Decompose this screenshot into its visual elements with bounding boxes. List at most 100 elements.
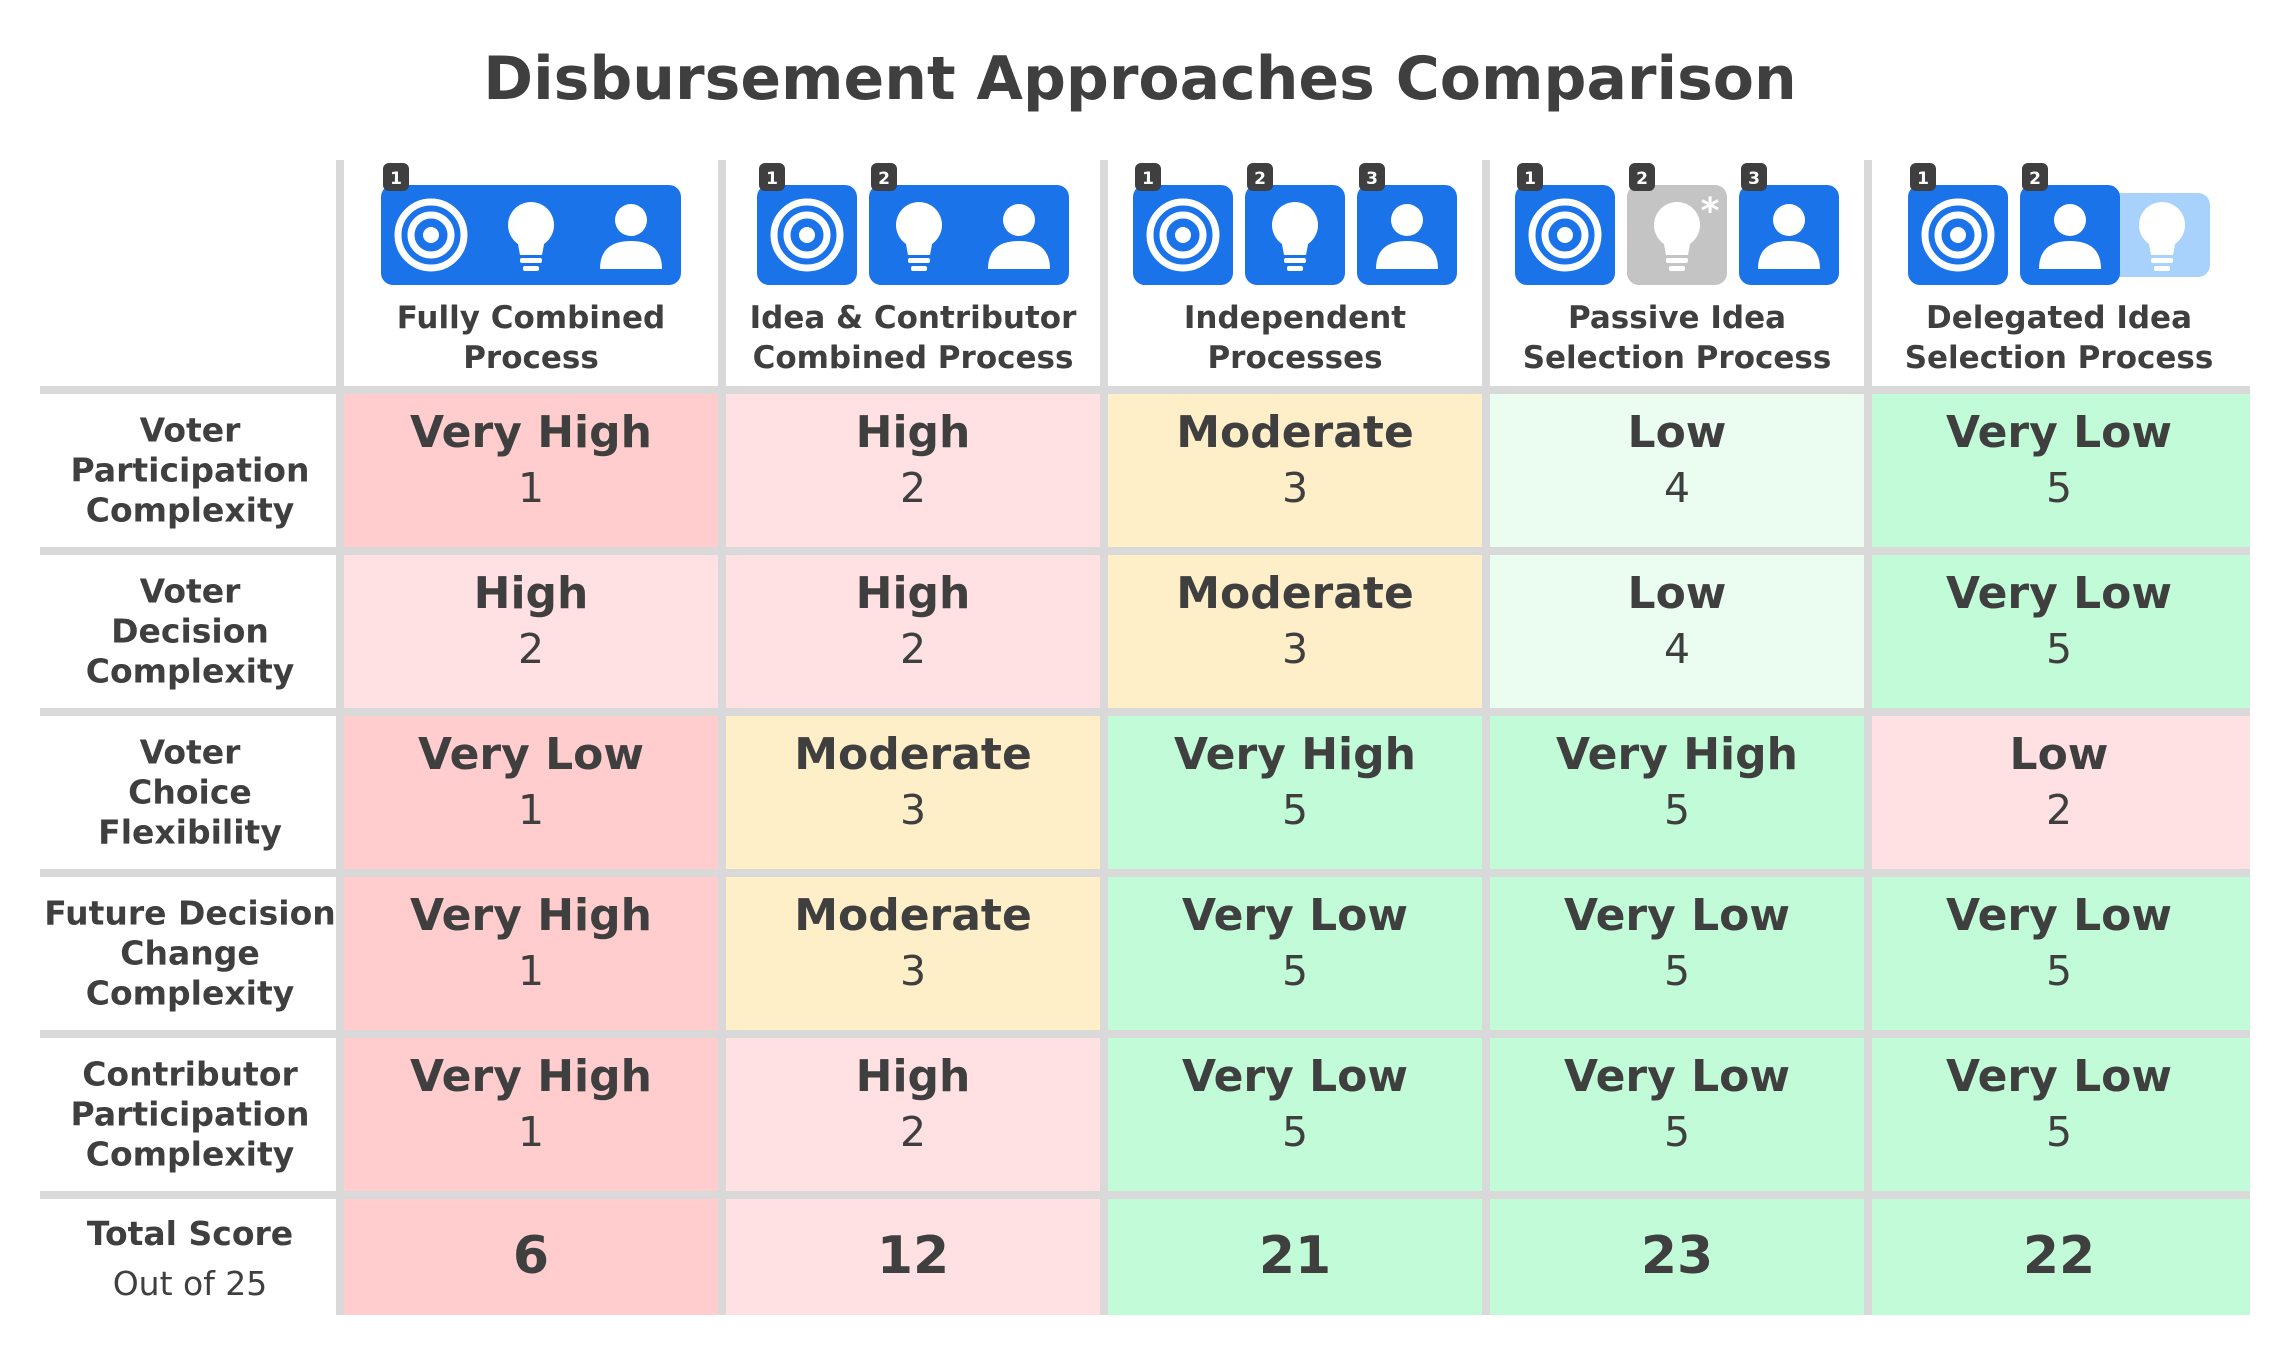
step-badge-number: 1 (1524, 169, 1536, 189)
cell-bg (1486, 712, 1868, 873)
target-icon (1921, 198, 1995, 272)
cell-level: Very Low (1564, 890, 1790, 941)
cell-score: 4 (1664, 625, 1690, 673)
person-icon (1758, 204, 1820, 269)
cell-bg (1486, 1034, 1868, 1195)
cell-bg (722, 551, 1104, 712)
column-label: Independent (1184, 300, 1406, 336)
row-label: Complexity (86, 491, 294, 530)
row-label: Choice (128, 773, 252, 812)
column-header: 1 2 3 Independent Processes (1133, 163, 1457, 376)
cell-level: High (856, 407, 971, 458)
cell-score: 2 (900, 1108, 926, 1156)
column-label: Passive Idea (1568, 300, 1786, 336)
total-score-value: 6 (513, 1226, 549, 1286)
cell-level: Very Low (1946, 407, 2172, 458)
row-label: Complexity (86, 652, 294, 691)
target-icon (1146, 198, 1220, 272)
cell-bg (340, 873, 722, 1034)
grid-hline (40, 1030, 2250, 1038)
bulb-icon (1272, 202, 1318, 271)
step-badge (1359, 163, 1385, 191)
chart-title: Disbursement Approaches Comparison (483, 44, 1797, 114)
bulb-passive-icon: * (1654, 191, 1720, 271)
row-label: Participation (71, 1095, 310, 1134)
step-badge-number: 2 (2029, 169, 2041, 189)
cell-bg (1486, 873, 1868, 1034)
row-label: Flexibility (98, 813, 282, 852)
row-label: Change (120, 934, 259, 973)
cell-bg (1868, 1034, 2250, 1195)
cell-score: 1 (518, 464, 544, 512)
cell-bg (1868, 873, 2250, 1034)
row-label: Complexity (86, 1135, 294, 1174)
cell-bg (340, 1034, 722, 1195)
cell-level: Low (2010, 729, 2109, 780)
target-icon (1528, 198, 1602, 272)
cell-level: Very High (1556, 729, 1798, 780)
total-score-value: 12 (877, 1226, 949, 1286)
row-label: Complexity (86, 974, 294, 1013)
cell-score: 2 (518, 625, 544, 673)
cell-bg (1104, 873, 1486, 1034)
grid-vline (1100, 160, 1108, 1315)
total-cell-bg (1486, 1195, 1868, 1315)
step-badge-number: 1 (1142, 169, 1154, 189)
cell-score: 5 (1282, 1108, 1308, 1156)
total-cell-bg (1868, 1195, 2250, 1315)
cell-score: 5 (1282, 947, 1308, 995)
grid-vline (1864, 160, 1872, 1315)
step-badge (1135, 163, 1161, 191)
cell-score: 3 (900, 947, 926, 995)
cell-level: Very Low (418, 729, 644, 780)
cell-level: Very Low (1946, 568, 2172, 619)
grid-hline (40, 869, 2250, 877)
row-label: Voter (140, 411, 242, 450)
cell-score: 1 (518, 947, 544, 995)
cell-bg (1486, 390, 1868, 551)
column-label: Combined Process (753, 340, 1074, 376)
step-badge-number: 3 (1748, 169, 1760, 189)
step-badge-number: 1 (390, 169, 402, 189)
total-score-value: 21 (1259, 1226, 1331, 1286)
cell-score: 2 (900, 464, 926, 512)
cell-bg (1868, 551, 2250, 712)
grid-hline (40, 708, 2250, 716)
cell-bg (340, 712, 722, 873)
bulb-icon (508, 202, 554, 271)
bulb-icon (896, 202, 942, 271)
total-label: Total Score (87, 1214, 293, 1253)
cell-bg (1104, 712, 1486, 873)
row-label: Participation (71, 451, 310, 490)
step-badge-number: 2 (1254, 169, 1266, 189)
cell-score: 3 (900, 786, 926, 834)
cell-level: Low (1628, 407, 1727, 458)
column-label: Idea & Contributor (750, 300, 1078, 336)
total-score-value: 22 (2023, 1226, 2095, 1286)
step-badge (1629, 163, 1655, 191)
step-badge-number: 1 (766, 169, 778, 189)
cell-level: Very High (410, 890, 652, 941)
step-badge-number: 1 (1917, 169, 1929, 189)
step-badge-number: 2 (1636, 169, 1648, 189)
grid-hline (40, 386, 2250, 394)
cell-bg (1104, 390, 1486, 551)
step-badge-number: 2 (878, 169, 890, 189)
grid-hline (40, 1191, 2250, 1199)
cell-score: 1 (518, 1108, 544, 1156)
cell-level: Very High (1174, 729, 1416, 780)
cell-level: Very High (410, 407, 652, 458)
row-label: Voter (140, 733, 242, 772)
cell-bg (1868, 390, 2250, 551)
step-badge (871, 163, 897, 191)
cell-score: 5 (1664, 947, 1690, 995)
step-badge (383, 163, 409, 191)
cell-level: Very Low (1946, 890, 2172, 941)
step-badge (1247, 163, 1273, 191)
person-icon (600, 204, 662, 269)
cell-score: 5 (2046, 625, 2072, 673)
total-cell-bg (722, 1195, 1104, 1315)
total-cell-bg (340, 1195, 722, 1315)
column-label: Processes (1207, 340, 1382, 376)
step-badge (1910, 163, 1936, 191)
